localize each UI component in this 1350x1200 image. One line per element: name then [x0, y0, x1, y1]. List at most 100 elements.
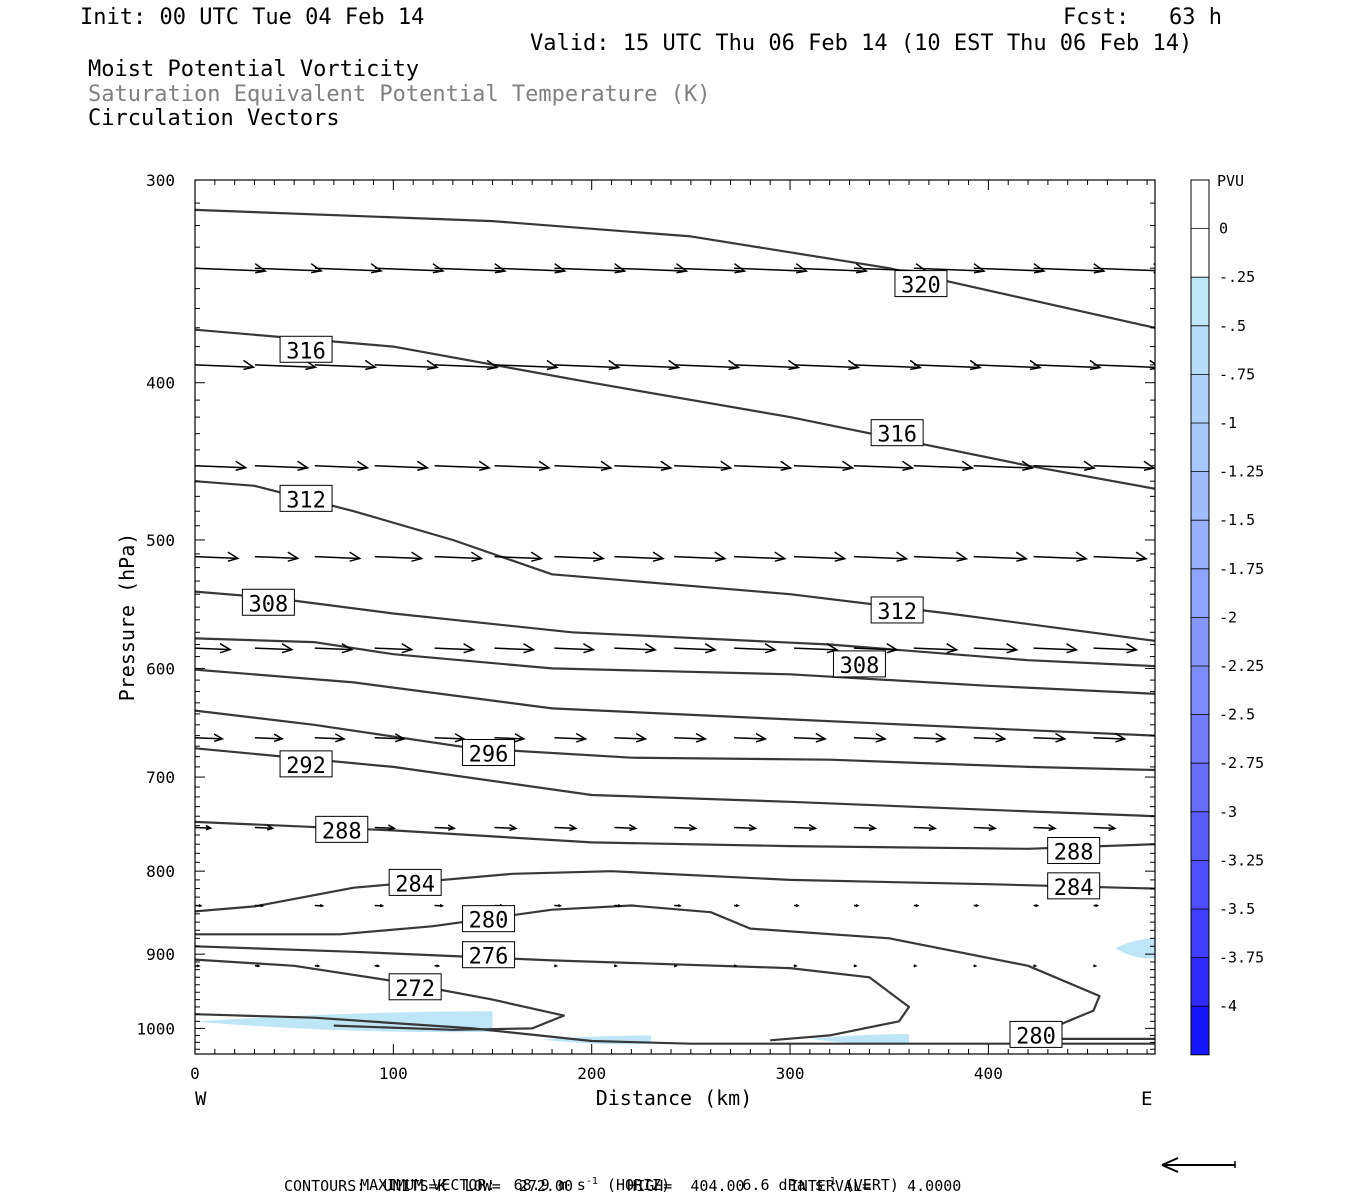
vector-arrowhead — [310, 263, 324, 274]
circulation-vector — [674, 555, 725, 560]
vector-arrowhead — [514, 733, 526, 743]
vector-arrowhead — [720, 460, 733, 471]
contour-label-280: 280 — [1016, 1024, 1056, 1049]
vector-arrowhead — [554, 964, 559, 968]
horiz-tag: (HORIZ) — [606, 1176, 671, 1194]
circulation-vector — [374, 736, 404, 740]
circulation-vector — [1033, 267, 1104, 272]
vector-arrowhead — [213, 733, 225, 743]
x-tick-label: 400 — [974, 1064, 1003, 1083]
x-end-label-west: W — [195, 1088, 207, 1110]
colorbar-swatch — [1191, 228, 1209, 278]
contour-label-296: 296 — [469, 743, 509, 768]
y-tick-label: 600 — [146, 659, 175, 678]
vector-arrowhead — [316, 964, 321, 968]
reference-vector-arrow — [1161, 1157, 1236, 1173]
circulation-vector — [554, 555, 604, 560]
contour-label-box — [1047, 837, 1101, 865]
vector-arrowhead — [341, 643, 354, 654]
circulation-vector — [674, 464, 731, 469]
circulation-vector — [1033, 364, 1100, 369]
vector-arrowhead — [1015, 551, 1029, 562]
vector-arrowhead — [995, 732, 1007, 743]
vector-arrowhead — [538, 460, 551, 471]
vector-arrowhead — [287, 551, 300, 562]
vector-arrowhead — [1143, 460, 1155, 471]
circulation-vector — [913, 464, 973, 469]
circulation-vector — [674, 267, 745, 272]
vector-arrowhead — [748, 824, 758, 832]
contour-label-280: 280 — [469, 909, 509, 934]
circulation-vector — [853, 647, 897, 651]
vector-arrowhead — [376, 964, 381, 968]
y-tick-label: 1000 — [136, 1019, 175, 1038]
vector-arrowhead — [1021, 460, 1035, 471]
vector-arrowhead — [875, 732, 887, 743]
vector-arrowhead — [795, 903, 800, 908]
theta-es-contour-304 — [195, 637, 1155, 695]
vector-arrowhead — [447, 824, 456, 831]
circulation-vector — [1033, 464, 1095, 469]
vector-arrowhead — [808, 824, 818, 832]
x-end-label-east: E — [1141, 1088, 1152, 1110]
y-tick-label: 800 — [146, 862, 175, 881]
vector-arrowhead — [788, 359, 801, 371]
vector-arrowhead — [401, 643, 414, 654]
vector-arrowhead — [1033, 263, 1046, 274]
colorbar-label: 0 — [1219, 220, 1228, 238]
vector-arrowhead — [774, 551, 787, 562]
vector-arrowhead — [426, 359, 439, 371]
circulation-vector — [195, 736, 223, 740]
circulation-vector — [1033, 736, 1065, 740]
vector-arrowhead — [379, 903, 385, 908]
colorbar-label: -.25 — [1219, 268, 1255, 286]
colorbar-swatch — [1191, 423, 1209, 472]
circulation-vector — [734, 736, 766, 740]
x-axis-label: Distance (km) — [596, 1086, 753, 1110]
vector-arrowhead — [557, 903, 563, 908]
circulation-vector — [793, 736, 826, 740]
circulation-vector — [374, 267, 443, 272]
theta-es-contour-276 — [195, 945, 911, 1042]
colorbar-swatch — [1191, 763, 1209, 812]
vector-arrowhead — [1006, 643, 1019, 654]
circulation-vector — [674, 647, 716, 651]
vector-arrowhead — [1135, 551, 1149, 562]
vector-arrowhead — [695, 732, 708, 743]
circulation-vector — [434, 826, 455, 830]
colorbar-swatch — [1191, 1006, 1209, 1055]
circulation-vector — [374, 464, 428, 469]
vector-arrowhead — [486, 359, 499, 371]
vector-arrowhead — [256, 964, 261, 968]
circulation-vector — [1033, 555, 1087, 560]
vector-arrowhead — [205, 824, 213, 831]
circulation-vector — [195, 464, 246, 469]
circulation-vector — [195, 364, 254, 368]
contour-label-292: 292 — [286, 754, 326, 779]
circulation-vector — [494, 364, 557, 369]
circulation-vector — [614, 826, 636, 830]
vector-arrowhead — [1035, 903, 1040, 908]
y-tick-label: 400 — [146, 374, 175, 393]
vector-arrowhead — [961, 460, 975, 471]
circulation-vector — [973, 267, 1044, 272]
circulation-vector — [973, 364, 1041, 369]
valid-time: Valid: 15 UTC Thu 06 Feb 14 (10 EST Thu … — [530, 31, 1193, 56]
x-tick-label: 300 — [776, 1064, 805, 1083]
pv-shade-patch — [195, 1011, 493, 1033]
circulation-vector — [793, 364, 859, 369]
circulation-vector — [734, 364, 799, 369]
vector-arrowhead — [988, 824, 997, 832]
vector-arrowhead — [901, 460, 915, 471]
vector-arrowhead — [494, 263, 507, 274]
circulation-vector — [374, 647, 412, 651]
circulation-vector — [614, 736, 646, 740]
colorbar-swatch — [1191, 520, 1209, 569]
vector-arrowhead — [530, 551, 544, 562]
colorbar-label: -3.75 — [1219, 949, 1264, 967]
theta-es-contour-296 — [195, 709, 1155, 772]
contour-label-box — [832, 650, 886, 678]
max-vector-line: MAXIMUM VECTOR: 68.9 m s-1 (HORIZ) 6.6 d… — [342, 1158, 899, 1194]
vector-arrowhead — [554, 263, 567, 274]
vector-arrowhead — [688, 824, 698, 832]
